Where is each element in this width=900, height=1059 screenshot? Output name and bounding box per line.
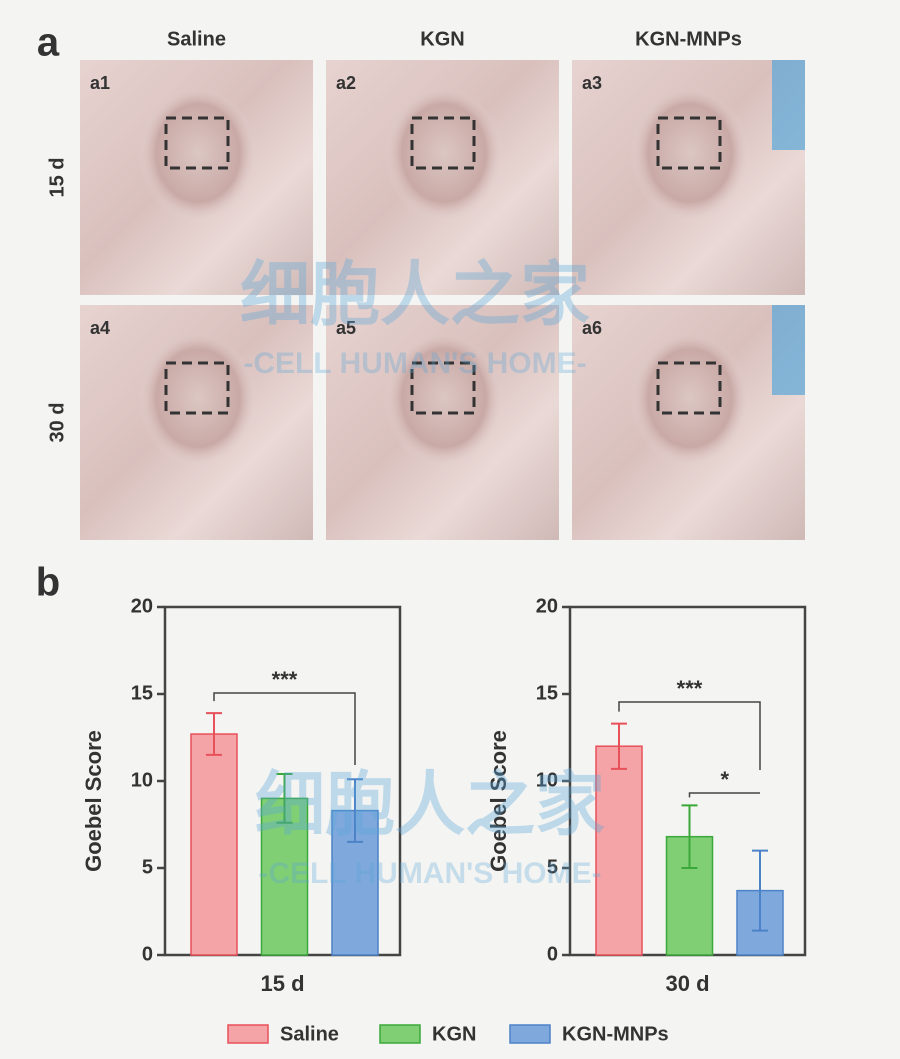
dashed-box xyxy=(410,361,476,415)
legend-swatch xyxy=(379,1024,421,1044)
x-axis-label: 30 d xyxy=(665,971,709,996)
watermark-subtitle: -CELL HUMAN'S HOME- xyxy=(258,857,601,890)
y-tick-label: 10 xyxy=(131,769,153,791)
significance-label: *** xyxy=(272,667,298,692)
row-label: 30 d xyxy=(46,402,68,442)
defect xyxy=(630,335,750,475)
legend-label: KGN-MNPs xyxy=(562,1023,669,1045)
panel-label: a xyxy=(37,21,60,65)
error-bar xyxy=(611,722,627,770)
column-header: Saline xyxy=(167,28,226,50)
photo-label: a5 xyxy=(336,318,356,338)
photo-background xyxy=(772,60,805,150)
watermark-title: 细胞人之家 xyxy=(255,765,605,843)
watermark-subtitle: -CELL HUMAN'S HOME- xyxy=(243,347,586,380)
y-tick-label: 15 xyxy=(131,682,153,704)
y-tick-label: 20 xyxy=(536,595,558,617)
significance-bracket xyxy=(213,692,356,765)
significance-label: * xyxy=(720,767,729,792)
y-tick-label: 15 xyxy=(536,682,558,704)
y-tick-label: 20 xyxy=(131,595,153,617)
row-label: 15 d xyxy=(46,157,68,197)
y-tick-label: 0 xyxy=(547,943,558,965)
error-bar xyxy=(347,778,363,843)
significance-bracket xyxy=(618,701,761,770)
bar xyxy=(595,745,643,956)
significance-bracket xyxy=(688,792,760,798)
dashed-box xyxy=(164,116,230,170)
y-tick-label: 0 xyxy=(142,943,153,965)
defect xyxy=(384,90,504,230)
dashed-box xyxy=(164,361,230,415)
legend-swatch xyxy=(509,1024,551,1044)
column-header: KGN xyxy=(420,28,464,50)
photo-label: a6 xyxy=(582,318,602,338)
y-tick-label: 5 xyxy=(142,856,153,878)
bar xyxy=(260,797,309,956)
dashed-box xyxy=(656,116,722,170)
error-bar xyxy=(681,804,698,869)
y-tick-label: 10 xyxy=(536,769,558,791)
column-header: KGN-MNPs xyxy=(635,28,742,50)
photo-label: a3 xyxy=(582,73,602,93)
bar xyxy=(190,733,238,956)
defect xyxy=(138,335,258,475)
y-axis-label: Goebel Score xyxy=(486,730,511,872)
panel-label: b xyxy=(36,561,60,605)
dashed-box xyxy=(656,361,722,415)
photo-label: a2 xyxy=(336,73,356,93)
y-tick-label: 5 xyxy=(547,856,558,878)
defect xyxy=(138,90,258,230)
significance-label: *** xyxy=(677,676,703,701)
defect xyxy=(630,90,750,230)
error-bar xyxy=(206,712,222,756)
error-bar xyxy=(276,773,293,824)
legend-swatch xyxy=(227,1024,269,1044)
dashed-box xyxy=(410,116,476,170)
photo-label: a1 xyxy=(90,73,110,93)
watermark-title: 细胞人之家 xyxy=(240,255,590,333)
photo-label: a4 xyxy=(90,318,110,338)
y-axis-label: Goebel Score xyxy=(81,730,106,872)
legend-label: KGN xyxy=(432,1023,476,1045)
x-axis-label: 15 d xyxy=(260,971,304,996)
legend-label: Saline xyxy=(280,1023,339,1045)
photo-background xyxy=(772,305,805,395)
error-bar xyxy=(752,849,768,932)
